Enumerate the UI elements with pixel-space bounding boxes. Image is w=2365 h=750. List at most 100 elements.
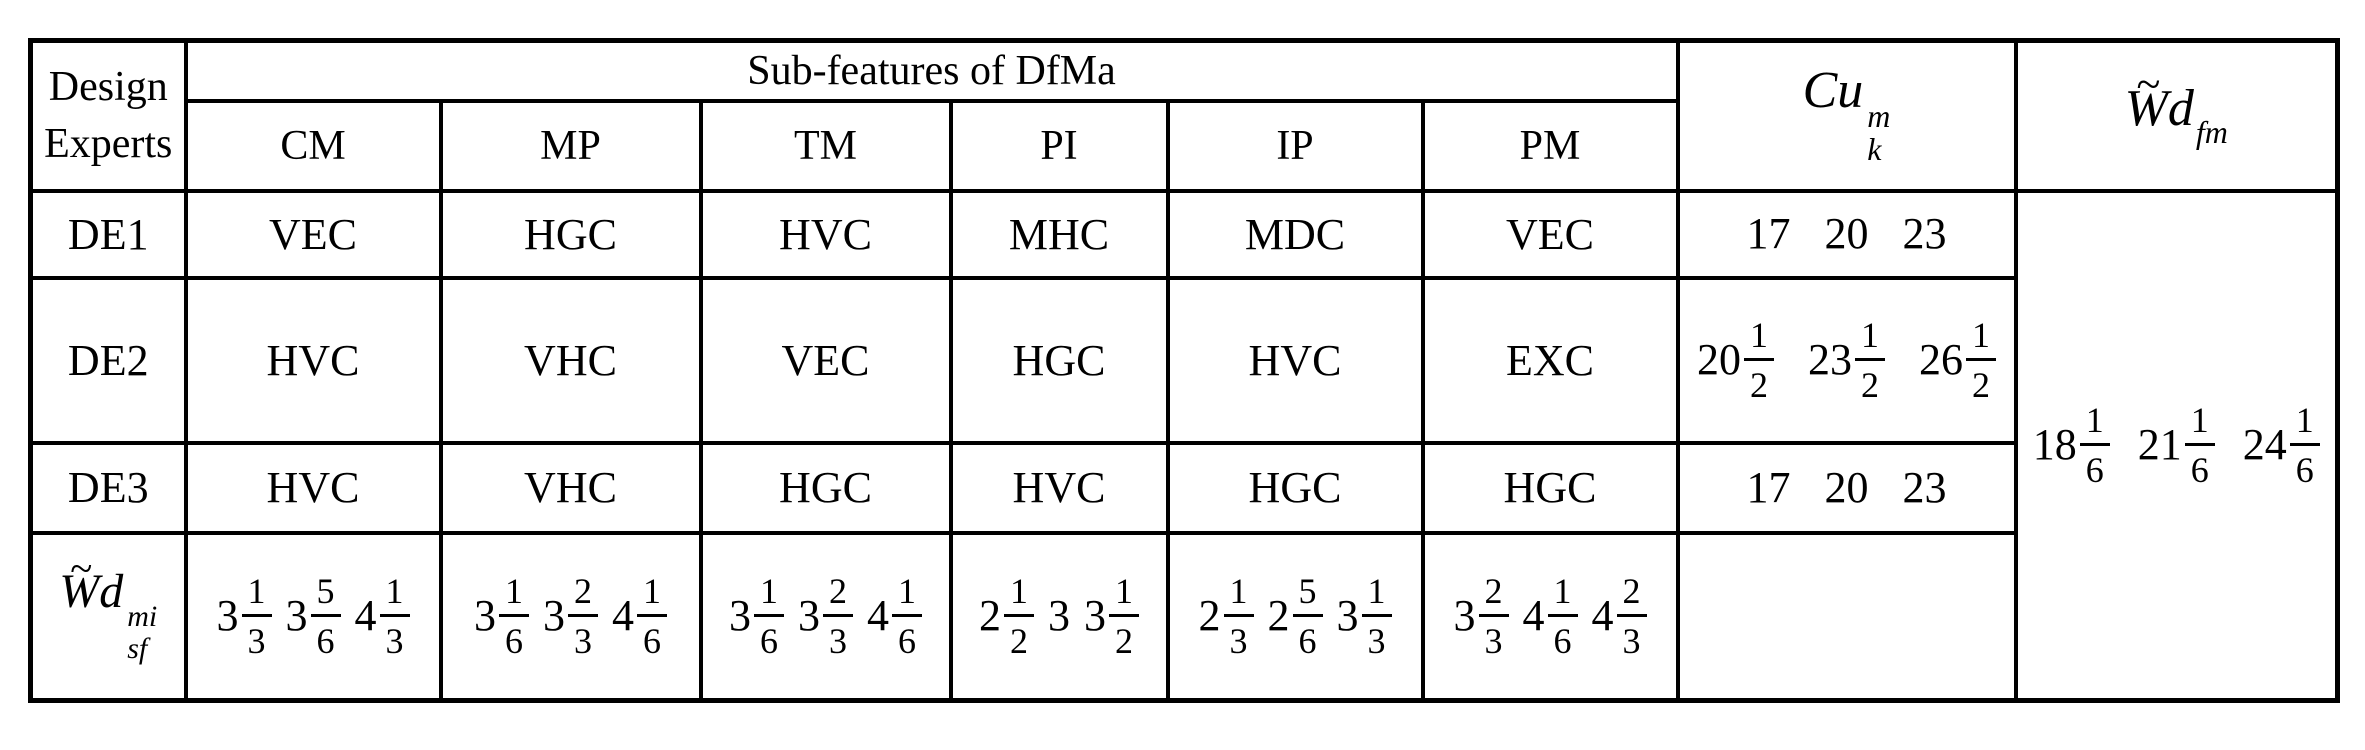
header-col-tm: TM	[698, 98, 953, 193]
mixed-number: 17	[1746, 209, 1791, 258]
header-col-pm: PM	[1420, 98, 1680, 193]
row-label-de1: DE1	[28, 188, 188, 280]
cell-de1-tm: HVC	[698, 188, 953, 280]
w-tilde-wrap: ~ W	[2124, 62, 2168, 138]
cell-de3-pm: HGC	[1420, 440, 1680, 535]
mixed-number: 23 1 2	[1808, 317, 1885, 403]
cell-de3-cu: 17 20 23	[1675, 440, 2018, 535]
wdsf-superscript: mi	[127, 600, 158, 634]
cell-de1-ip: MDC	[1165, 188, 1425, 280]
mixed-number: 24 1 6	[2243, 402, 2320, 488]
cell-de2-pm: EXC	[1420, 275, 1680, 445]
mixed-number: 20	[1824, 209, 1869, 258]
cell-de3-cm: HVC	[183, 440, 443, 535]
cell-de1-mp: HGC	[438, 188, 703, 280]
row-label-de2: DE2	[28, 275, 188, 445]
wdsf-w: W	[59, 565, 100, 619]
cu-superscript: m	[1867, 97, 1891, 134]
header-cu-symbol: Cu m k	[1675, 38, 2018, 193]
mixed-number: 3	[1048, 591, 1070, 641]
mixed-number: 21 1 6	[2138, 402, 2215, 488]
wd-w: W	[2124, 80, 2168, 138]
cell-de2-ip: HVC	[1165, 275, 1425, 445]
mixed-number: 23	[1902, 462, 1947, 512]
wdsf-subscript: sf	[127, 631, 148, 665]
cell-de1-cm: VEC	[183, 188, 443, 280]
cu-base: Cu	[1802, 61, 1864, 119]
row-de3: DE3 HVC VHC HGC HVC HGC HGC 17 20 23	[28, 440, 2338, 535]
row-de2: DE2 HVC VHC VEC HGC HVC EXC 20 1 2 23 1 2 26 1 2	[28, 275, 2338, 445]
cell-weight-cu-empty	[1675, 530, 2018, 703]
row-de1: DE1 VEC HGC HVC MHC MDC VEC 17 20 23 18 1 6 2…	[28, 188, 2340, 703]
cell-de1-cu: 17 20 23	[1675, 188, 2018, 280]
mixed-number: 26 1 2	[1919, 317, 1996, 403]
header-col-pi: PI	[948, 98, 1170, 193]
cell-de3-tm: HGC	[698, 440, 953, 535]
cu-subscript: k	[1867, 131, 1882, 168]
header-design-line1: Design	[48, 64, 168, 111]
row-label-wd-sf: ~ Wd mi sf	[28, 530, 188, 703]
header-wd-symbol: ~ Wdfm	[2013, 38, 2340, 193]
header-design-experts: Design Experts	[28, 38, 188, 193]
header-group-title: Sub-features of DfMa	[183, 38, 1680, 103]
cell-de2-pi: HGC	[948, 275, 1170, 445]
header-col-cm: CM	[183, 98, 443, 193]
cell-de3-pi: HVC	[948, 440, 1170, 535]
row-label-de3: DE3	[28, 440, 188, 535]
dfma-experts-table: Design Experts Sub-features of DfMa Cu m k…	[28, 38, 2340, 703]
cell-de2-tm: VEC	[698, 275, 953, 445]
cell-de2-cu: 20 1 2 23 1 2 26 1 2	[1675, 275, 2018, 445]
wd-subscript: fm	[2195, 114, 2228, 151]
cell-de2-mp: VHC	[438, 275, 703, 445]
cell-wd-fm-values: 18 1 6 21 1 6 24 1 6	[2013, 188, 2340, 703]
mixed-number: 18 1 6	[2033, 402, 2110, 488]
cell-de3-mp: VHC	[438, 440, 703, 535]
mixed-number: 17	[1746, 462, 1791, 512]
tilde-mark: ~	[2136, 59, 2161, 109]
